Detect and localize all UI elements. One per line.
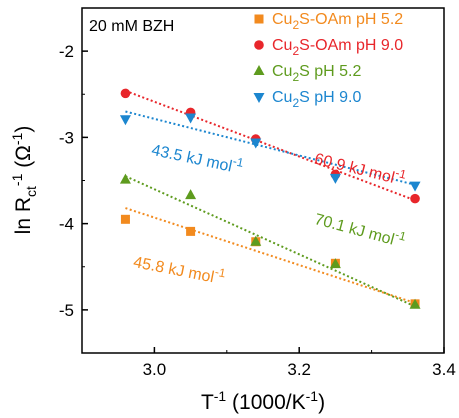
axis-ticks: 3.0 3.2 3.4 -2 -3 -4 -5 xyxy=(59,7,456,379)
slope-annotation-text: 70.1 kJ mol xyxy=(313,211,396,249)
fit-line xyxy=(125,110,416,186)
x-tick-label: 3.0 xyxy=(143,360,167,379)
legend-label-part: Cu xyxy=(272,89,292,106)
data-point xyxy=(186,226,196,236)
legend-label: Cu2S pH 5.2 xyxy=(272,63,362,84)
legend-marker xyxy=(253,65,265,75)
data-point xyxy=(250,138,262,149)
fit-line xyxy=(125,175,416,308)
legend-label: Cu2S-OAm pH 9.0 xyxy=(272,37,403,58)
fit-line xyxy=(125,89,416,202)
y-tick-label: -3 xyxy=(59,128,74,147)
condition-label: 20 mM BZH xyxy=(89,18,174,35)
legend-marker xyxy=(253,93,265,103)
fit-lines xyxy=(125,89,416,308)
data-point xyxy=(250,235,262,246)
data-point xyxy=(329,258,341,269)
y-axis-title: ln Rct-1 (Ω-1) xyxy=(9,126,39,235)
legend-label-sub: 2 xyxy=(292,18,299,32)
slope-annotations: 43.5 kJ mol-1 60.9 kJ mol-170.1 kJ mol-14… xyxy=(132,137,408,288)
legend-label-sub: 2 xyxy=(292,44,299,58)
slope-annotation-sup: -1 xyxy=(232,154,246,170)
slope-annotation: 43.5 kJ mol-1 xyxy=(150,137,245,178)
y-tick-label: -4 xyxy=(59,215,74,234)
legend-label: Cu2S pH 9.0 xyxy=(272,89,362,110)
data-point xyxy=(410,193,420,204)
legend-label-part: S pH 9.0 xyxy=(299,89,361,106)
slope-annotation-text: 60.9 kJ mol xyxy=(313,151,396,187)
legend-label-part: Cu xyxy=(272,37,292,54)
data-point xyxy=(409,181,421,192)
slope-annotation-sup: -1 xyxy=(394,227,408,243)
data-point xyxy=(120,88,131,99)
legend-label-part: S-OAm pH 9.0 xyxy=(299,37,403,54)
data-point xyxy=(185,189,197,200)
legend-label-part: Cu xyxy=(272,63,292,80)
legend-label-part: S-OAm pH 5.2 xyxy=(299,11,403,28)
fit-line xyxy=(125,207,416,304)
data-point xyxy=(185,113,197,124)
slope-annotation-text: 43.5 kJ mol xyxy=(150,142,234,176)
data-point xyxy=(329,173,341,184)
legend-label-part: S pH 5.2 xyxy=(299,63,361,80)
slope-annotation-sup: -1 xyxy=(394,166,408,182)
legend-label-sub: 2 xyxy=(292,70,299,84)
legend-label-part: Cu xyxy=(272,11,292,28)
slope-annotation: 60.9 kJ mol-1 xyxy=(313,146,408,190)
data-point xyxy=(409,298,421,309)
slope-annotation-text: 45.8 kJ mol xyxy=(132,254,216,286)
data-point xyxy=(119,115,131,126)
legend-marker xyxy=(254,14,264,24)
x-axis-title: T-1 (1000/K-1) xyxy=(201,388,325,414)
data-point xyxy=(120,214,130,224)
legend-label: Cu2S-OAm pH 5.2 xyxy=(272,11,403,32)
legend-marker xyxy=(254,40,264,50)
slope-annotation-sup: -1 xyxy=(214,265,227,281)
slope-annotation: 45.8 kJ mol-1 xyxy=(132,249,227,288)
x-tick-label: 3.2 xyxy=(287,360,311,379)
data-points xyxy=(119,88,421,309)
y-tick-label: -5 xyxy=(59,301,74,320)
data-point xyxy=(119,173,131,184)
legend-label-sub: 2 xyxy=(292,96,299,110)
slope-annotation: 70.1 kJ mol-1 xyxy=(313,206,408,251)
y-tick-label: -2 xyxy=(59,42,74,61)
x-tick-label: 3.4 xyxy=(432,360,456,379)
